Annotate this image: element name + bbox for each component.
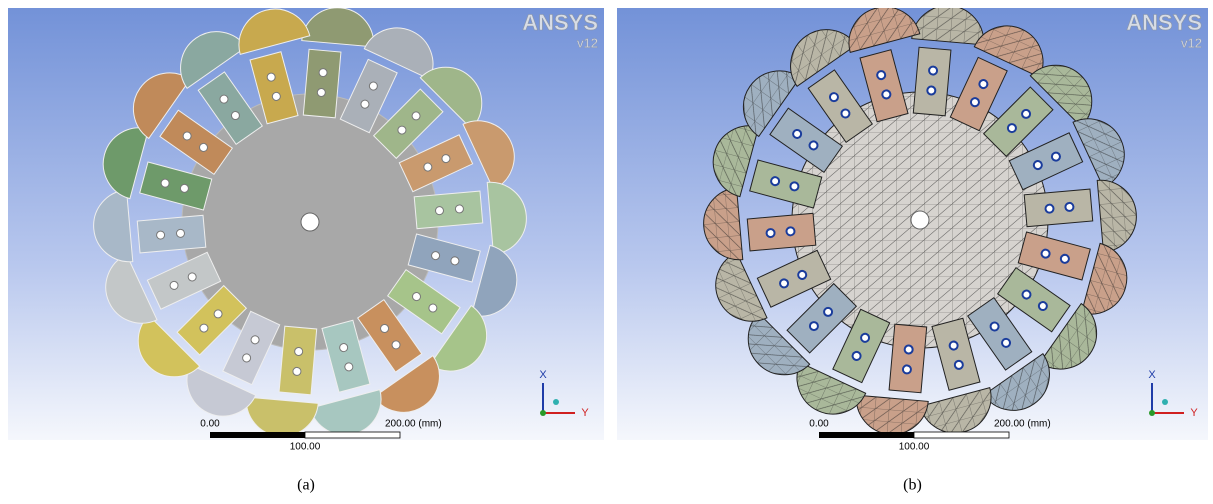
caption: (b) (903, 477, 922, 494)
bucket-arm (137, 215, 206, 253)
bolt-hole (435, 206, 444, 215)
scale-start: 0.00 (809, 419, 829, 430)
bolt-hole (790, 181, 800, 191)
bolt-hole (903, 365, 912, 374)
bolt-hole (156, 231, 165, 240)
scale-bar-black (819, 432, 914, 438)
axis-z (553, 399, 559, 405)
scale-bar-white (914, 432, 1009, 438)
bolt-hole (317, 88, 326, 97)
bucket-arm (303, 49, 341, 118)
axis-origin (1149, 410, 1155, 416)
scale-bar-white (305, 432, 400, 438)
scale-end: 200.00 (mm) (385, 419, 442, 430)
bolt-hole (770, 176, 780, 186)
bolt-hole (881, 90, 891, 100)
axis-y-label: Y (581, 407, 589, 419)
bolt-hole (176, 229, 185, 238)
logo: ANSYS (522, 10, 598, 35)
axis-z (1162, 399, 1168, 405)
bolt-hole (1065, 203, 1074, 212)
bucket-arm (279, 326, 317, 395)
shaft-hole (301, 213, 319, 231)
bucket-arm (913, 47, 951, 116)
axis-x-label: X (1148, 369, 1156, 381)
bucket-arm (747, 213, 816, 251)
figure: ANSYSv120.00200.00 (mm)100.00XY(a)ANSYSv… (0, 0, 1213, 504)
axis-x-label: X (539, 369, 547, 381)
scale-end: 200.00 (mm) (994, 419, 1051, 430)
scale-start: 0.00 (200, 419, 220, 430)
bolt-hole (766, 229, 775, 238)
bolt-hole (293, 367, 302, 376)
version: v12 (577, 35, 598, 50)
shaft-hole (911, 211, 929, 229)
version: v12 (1181, 35, 1202, 50)
bolt-hole (455, 205, 464, 214)
bolt-hole (1041, 249, 1051, 259)
bolt-hole (949, 341, 959, 351)
bucket-arm (414, 191, 483, 229)
viewport: ANSYSv12 0.00 200.00 (mm) 100.00 X Y (a) (8, 1, 604, 494)
caption: (a) (297, 477, 315, 494)
bucket-arm (1024, 189, 1093, 227)
bolt-hole (1060, 254, 1070, 264)
scale-mid: 100.00 (899, 442, 930, 453)
bolt-hole (294, 347, 303, 356)
scale-mid: 100.00 (290, 442, 321, 453)
axis-y-label: Y (1190, 407, 1198, 419)
logo: ANSYS (1126, 10, 1202, 35)
axis-origin (540, 410, 546, 416)
bolt-hole (1045, 204, 1054, 213)
bolt-hole (319, 68, 328, 77)
bolt-hole (904, 345, 913, 354)
bolt-hole (786, 227, 795, 236)
bolt-hole (876, 70, 886, 80)
bolt-hole (929, 66, 938, 75)
scale-bar-black (210, 432, 305, 438)
bucket-arm (889, 324, 927, 393)
bolt-hole (927, 86, 936, 95)
bolt-hole (954, 360, 964, 370)
